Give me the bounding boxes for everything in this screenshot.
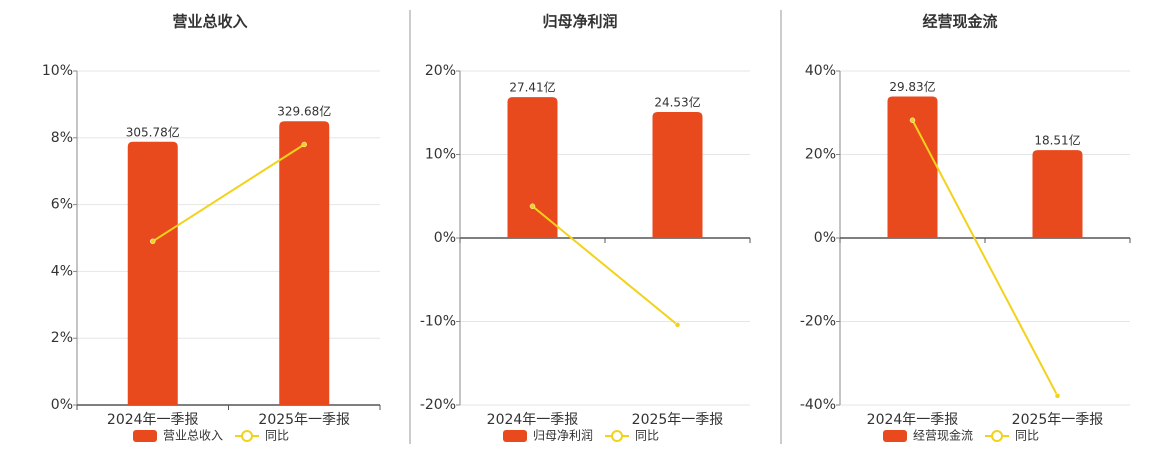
legend-label: 经营现金流 [913, 428, 973, 443]
chart-title: 营业总收入 [172, 13, 247, 31]
y-tick-label: 0% [434, 230, 456, 246]
y-tick-label: 10% [425, 147, 456, 163]
y-tick-label: 40% [805, 63, 836, 79]
value-label: 329.68亿 [277, 104, 331, 119]
legend-label: 同比 [635, 429, 659, 443]
bar [1032, 150, 1083, 238]
chart-title: 经营现金流 [922, 13, 997, 31]
y-tick-label: 0% [51, 397, 73, 413]
line-point [301, 141, 307, 148]
y-tick-label: -10% [420, 314, 456, 330]
legend-swatch [241, 430, 254, 442]
x-tick-label: 2024年一季报 [107, 412, 199, 428]
legend-label: 营业总收入 [163, 429, 223, 443]
y-tick-label: 20% [805, 147, 836, 163]
legend-swatch [991, 430, 1004, 442]
line-point [909, 117, 916, 124]
y-tick-label: 0% [814, 230, 836, 246]
line [911, 119, 1059, 397]
x-tick-label: 2025年一季报 [258, 412, 350, 428]
bar [127, 141, 178, 405]
value-label: 305.78亿 [126, 124, 180, 139]
bar [652, 111, 703, 238]
line-point [674, 322, 681, 328]
value-label: 18.51亿 [1034, 133, 1080, 148]
bar [279, 121, 330, 405]
y-tick-label: -20% [420, 397, 456, 413]
legend-label: 归母净利润 [533, 429, 593, 443]
legend-label: 同比 [265, 429, 289, 443]
bar [887, 96, 938, 238]
value-label: 24.53亿 [654, 94, 700, 109]
legend-swatch [133, 430, 157, 442]
y-tick-label: 10% [42, 63, 73, 79]
value-label: 27.41亿 [509, 80, 555, 95]
x-tick-label: 2024年一季报 [487, 412, 579, 428]
x-tick-label: 2025年一季报 [632, 412, 724, 428]
value-label: 29.83亿 [889, 79, 935, 94]
line [531, 205, 679, 326]
x-tick-label: 2025年一季报 [1012, 412, 1104, 428]
legend-label: 同比 [1015, 429, 1039, 443]
legend-swatch [883, 430, 907, 442]
y-tick-label: 20% [425, 63, 456, 79]
y-tick-label: -20% [800, 314, 836, 330]
legend-swatch [611, 430, 624, 442]
line [152, 143, 305, 243]
x-tick-label: 2024年一季报 [867, 412, 959, 428]
y-tick-label: 8% [51, 130, 73, 146]
line-point [150, 238, 156, 245]
chart-title: 归母净利润 [542, 13, 617, 31]
y-tick-label: 4% [51, 263, 73, 279]
line-point [529, 203, 536, 210]
bar [507, 97, 558, 238]
y-tick-label: 2% [51, 330, 73, 346]
y-tick-label: -40% [800, 397, 836, 413]
y-tick-label: 6% [51, 197, 73, 213]
legend-swatch [503, 430, 527, 442]
line-point [1054, 393, 1061, 399]
